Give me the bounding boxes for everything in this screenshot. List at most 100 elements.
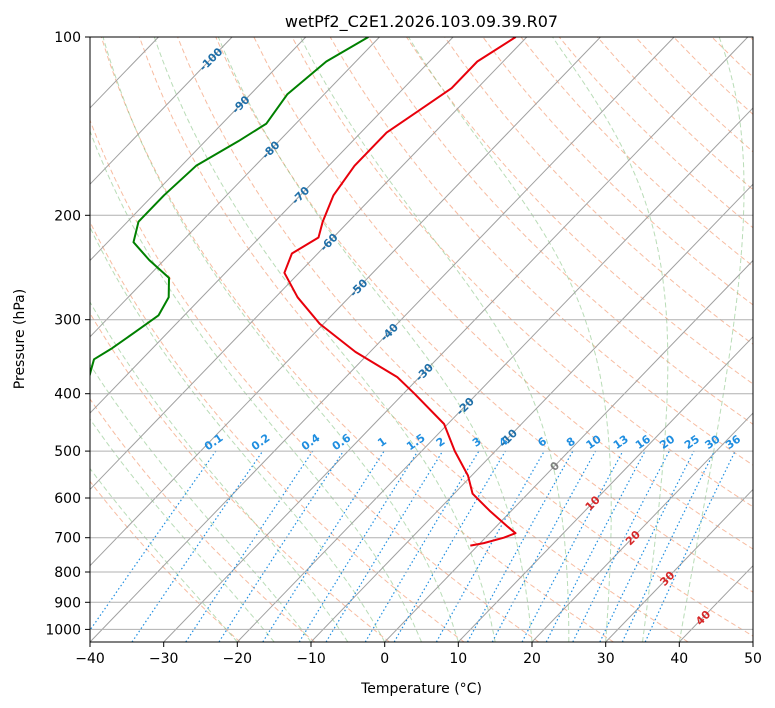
isotherm-line [310,183,753,642]
y-tick-label: 400 [54,387,81,403]
mixing-ratio-label: 30 [702,432,722,452]
mixing-ratio-line [572,450,670,642]
isotherm-line [90,37,307,262]
mixing-ratio-label: 10 [584,432,604,452]
mixing-ratio-line [435,450,545,642]
mixing-ratio-line [262,450,385,642]
mixing-ratio-label: 0.4 [299,431,323,453]
y-axis-ticks: 100 200 300 400 500 600 700 800 900 1000 [45,30,90,638]
dry-adiabat [90,312,390,642]
background-lines [0,37,753,642]
dry-adiabat [177,37,753,637]
x-tick-label: −40 [75,651,105,667]
dry-adiabat [367,37,753,425]
x-tick-label: −20 [223,651,253,667]
y-tick-label: 1000 [45,622,81,638]
moist-adiabat [678,37,745,642]
mixing-ratio-label: 36 [723,432,743,452]
mixing-ratio-label: 0.6 [330,431,354,453]
x-tick-label: 20 [523,651,541,667]
mixing-ratio-label: 8 [564,435,578,450]
dry-adiabat [329,37,753,466]
isotherm-line [90,37,528,491]
mixing-ratio-label: 25 [682,433,702,452]
isotherm-line [90,37,233,185]
mixing-ratio-line [185,450,314,642]
chart-title: wetPf2_C2E1.2026.103.09.39.R07 [285,12,558,32]
profiles [90,37,517,547]
dry-adiabat [90,118,540,642]
mixing-ratio-line [599,450,695,642]
mixing-ratio-line [393,450,507,642]
mixing-ratio-line [491,450,597,642]
dry-adiabat [215,37,753,593]
isotherm-line [752,641,753,642]
x-axis-ticks: −40 −30 −20 −10 0 10 20 30 40 50 [75,642,762,667]
y-tick-label: 600 [54,491,81,507]
mixing-ratio-line [466,450,574,642]
mixing-ratio-line [90,450,217,632]
isotherm-line [605,488,753,642]
mixing-ratio-label: 2 [434,435,448,450]
y-tick-label: 800 [54,565,81,581]
mixing-ratio-label: 1 [375,435,389,450]
pressure-gridlines [90,36,753,630]
dry-adiabat [673,37,753,115]
dry-adiabat [711,37,753,78]
dry-adiabat [596,37,753,191]
x-axis-label: Temperature (°C) [360,681,482,697]
mixing-ratio-line [325,450,444,642]
x-tick-label: −30 [149,651,179,667]
mixing-ratio-label: 1.5 [404,431,427,453]
moist-adiabat [90,301,349,642]
dry-adiabat [635,37,753,153]
mixing-ratio-line [644,450,736,642]
x-tick-label: 50 [744,651,762,667]
moist-adiabat [90,226,386,642]
dry-adiabat [291,37,753,508]
isotherm-line [0,37,11,642]
moist-adiabat [552,37,669,642]
dry-adiabat [444,37,753,345]
dry-adiabat [90,480,241,642]
isotherm-line [90,37,454,414]
y-axis-label: Pressure (hPa) [12,289,28,389]
dry-adiabat [749,37,753,41]
moist-adiabat [217,37,533,642]
temperature-profile-line [283,37,517,547]
moist-adiabat [299,37,570,642]
mixing-ratio-label: 13 [611,433,631,452]
dry-adiabat [100,37,614,642]
x-tick-label: −10 [296,651,326,667]
x-tick-label: 40 [670,651,688,667]
isotherm-line [90,37,380,338]
mixing-ratio-label: 0.2 [249,431,272,453]
x-tick-label: 30 [597,651,615,667]
y-tick-label: 300 [54,313,81,329]
y-tick-label: 900 [54,595,81,611]
dry-adiabat [406,37,753,385]
isotherm-line [531,412,753,642]
x-tick-label: 10 [449,651,467,667]
mixing-ratio-line [131,450,264,642]
dewpoint-profile-line [90,37,369,378]
moist-adiabat [90,129,422,642]
isotherm-line [90,37,675,642]
dry-adiabat [90,220,465,642]
mixing-ratio-label: 0.1 [202,431,225,453]
isotherm-line [457,336,753,642]
dry-adiabat [520,37,753,267]
mixing-ratio-label: 3 [470,435,484,450]
dry-adiabat [253,37,753,550]
moist-adiabat [90,363,312,642]
mixing-ratio-line [218,450,344,642]
plot-frame [89,36,754,643]
mixing-ratio-label: 20 [657,432,677,452]
y-tick-label: 700 [54,531,81,547]
moist-adiabat [90,467,238,642]
isotherm-line [90,37,601,567]
mixing-ratio-line [364,450,480,642]
isotherm-line [236,107,753,642]
y-tick-label: 100 [54,30,81,46]
